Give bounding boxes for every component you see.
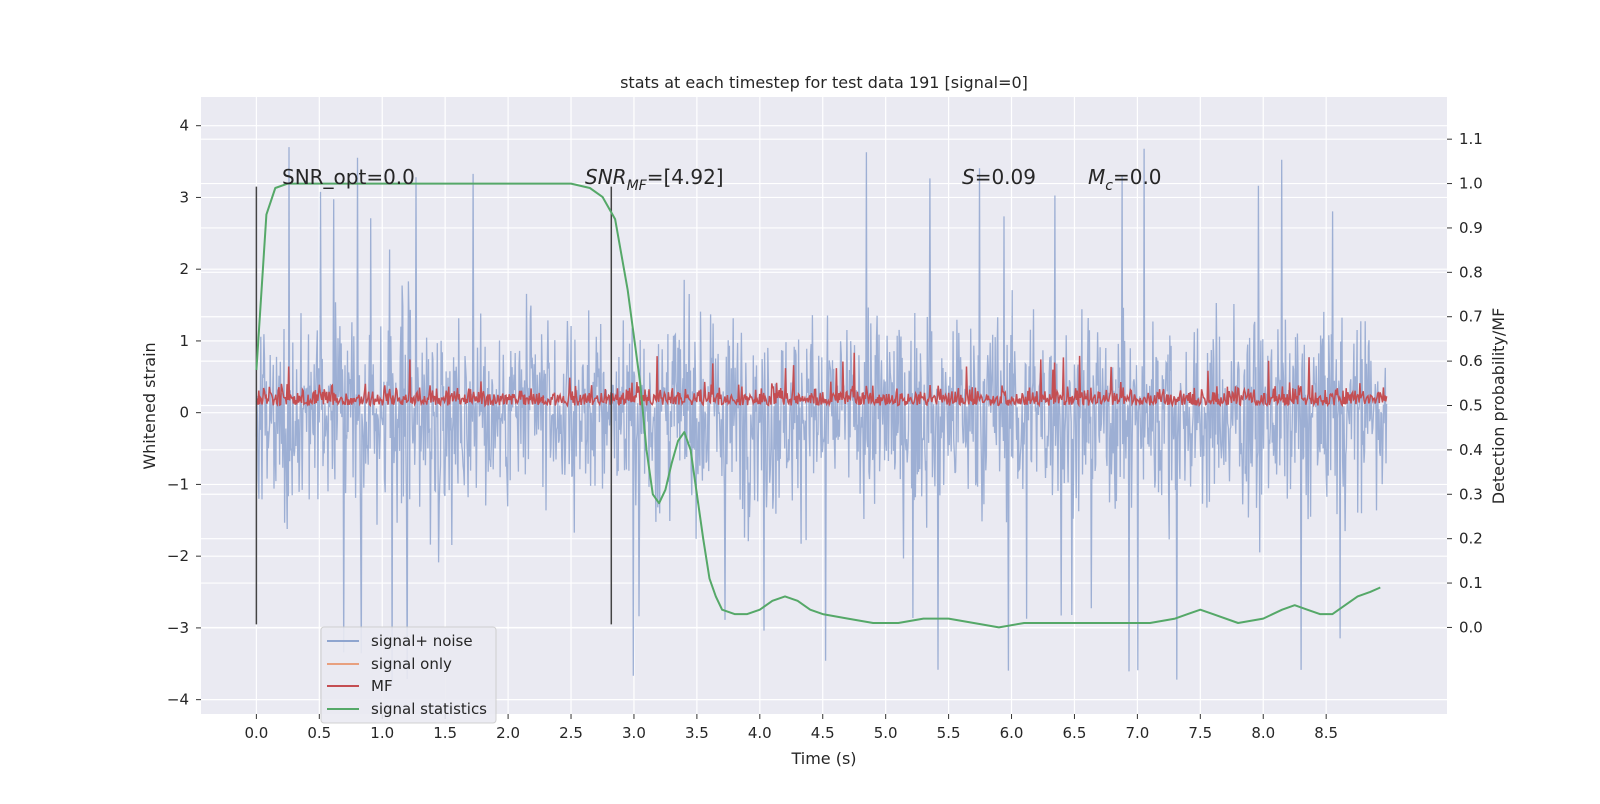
x-tick-label: 7.0 — [1125, 724, 1149, 742]
x-tick-label: 0.0 — [244, 724, 268, 742]
x-tick-label: 8.5 — [1314, 724, 1338, 742]
x-tick-label: 3.5 — [685, 724, 709, 742]
annotation-snr-mf-subscript: MF — [627, 178, 648, 194]
signal-statistics-layer — [255, 182, 1381, 629]
y-right-tick-label: 0.6 — [1459, 352, 1483, 370]
y-left-tick-label: −2 — [167, 547, 189, 565]
tick-labels: 0.0 0.5 1.0 1.5 2.0 2.5 3.0 3.5 4.0 4.5 5.0 5.5 6.0 6… — [167, 117, 1483, 742]
annotation-snr-opt: SNR_opt=0.0 — [282, 165, 415, 189]
y-right-tick-label: 0.3 — [1459, 485, 1483, 503]
y-axis-label-right: Detection probability/MF — [1489, 308, 1508, 505]
y-right-tick-label: 1.0 — [1459, 175, 1483, 193]
y-axis-label-left: Whitened strain — [140, 342, 159, 469]
x-tick-label: 4.5 — [811, 724, 835, 742]
series-mf-line — [255, 352, 1388, 408]
legend-label-signal-noise: signal+ noise — [371, 632, 473, 650]
x-tick-label: 3.0 — [622, 724, 646, 742]
y-left-tick-label: 1 — [179, 332, 189, 350]
legend: signal+ noise signal only MF signal stat… — [320, 626, 497, 724]
vertical-markers — [255, 186, 613, 625]
y-right-tick-label: 0.5 — [1459, 397, 1483, 415]
annotation-mc-subscript: c — [1105, 178, 1113, 194]
x-tick-label: 7.5 — [1188, 724, 1212, 742]
y-right-tick-label: 0.7 — [1459, 308, 1483, 326]
y-right-tick-label: 0.2 — [1459, 530, 1483, 548]
series-signal-statistics-line — [255, 182, 1381, 629]
y-right-tick-label: 0.9 — [1459, 219, 1483, 237]
x-tick-label: 1.0 — [370, 724, 394, 742]
y-left-tick-label: 3 — [179, 188, 189, 206]
legend-label-mf: MF — [371, 677, 393, 695]
legend-label-signal-statistics: signal statistics — [371, 700, 487, 718]
x-tick-label: 4.0 — [748, 724, 772, 742]
y-left-tick-label: −3 — [167, 619, 189, 637]
chart-title: stats at each timestep for test data 191… — [620, 73, 1028, 92]
y-right-tick-label: 0.0 — [1459, 618, 1483, 636]
annotation-mc: Mc=0.0 — [1088, 165, 1162, 194]
x-axis-label: Time (s) — [790, 749, 856, 768]
annotation-mc-value: =0.0 — [1113, 165, 1162, 189]
annotation-s: S=0.09 — [962, 165, 1036, 189]
x-tick-label: 1.5 — [433, 724, 457, 742]
annotation-snr-mf: SNRMF=[4.92] — [585, 165, 724, 194]
x-tick-label: 2.5 — [559, 724, 583, 742]
series-signal-noise-line — [255, 147, 1388, 684]
x-tick-label: 6.5 — [1063, 724, 1087, 742]
x-tick-label: 8.0 — [1251, 724, 1275, 742]
x-tick-label: 0.5 — [307, 724, 331, 742]
y-left-tick-label: 2 — [179, 260, 189, 278]
x-tick-label: 5.5 — [937, 724, 961, 742]
x-tick-label: 6.0 — [1000, 724, 1024, 742]
y-right-tick-label: 1.1 — [1459, 130, 1483, 148]
y-left-tick-label: 4 — [179, 117, 189, 135]
y-left-tick-label: −1 — [167, 475, 189, 493]
legend-label-signal-only: signal only — [371, 655, 452, 673]
y-left-tick-label: 0 — [179, 404, 189, 422]
y-left-tick-label: −4 — [167, 691, 189, 709]
legend-box — [320, 626, 497, 724]
x-tick-label: 5.0 — [874, 724, 898, 742]
y-right-tick-label: 0.1 — [1459, 574, 1483, 592]
annotation-snr-mf-value: =[4.92] — [647, 165, 724, 189]
y-right-tick-label: 0.4 — [1459, 441, 1483, 459]
annotation-s-symbol: S — [962, 165, 975, 189]
x-tick-label: 2.0 — [496, 724, 520, 742]
series-layer — [255, 147, 1388, 684]
y-right-tick-label: 0.8 — [1459, 263, 1483, 281]
annotation-snr-mf-symbol: SNR — [585, 165, 627, 189]
annotation-s-value: =0.09 — [975, 165, 1036, 189]
annotation-mc-symbol: M — [1088, 165, 1105, 189]
